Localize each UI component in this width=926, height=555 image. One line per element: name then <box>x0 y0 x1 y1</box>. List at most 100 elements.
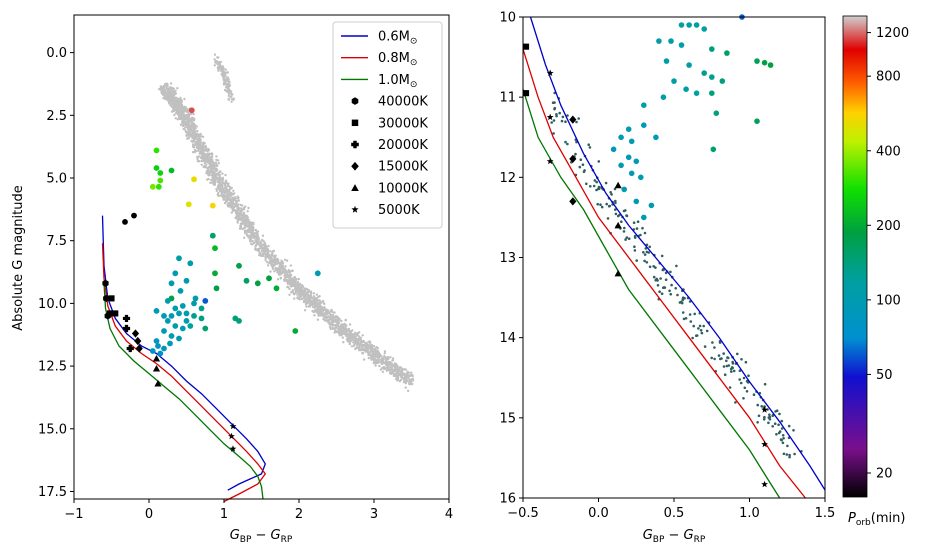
background-star <box>172 90 175 94</box>
background-star <box>187 113 191 116</box>
binary-system-point <box>187 260 194 267</box>
background-star <box>329 321 333 325</box>
binary-system-point <box>183 318 190 324</box>
binary-system-point <box>153 338 160 344</box>
background-star <box>256 240 260 243</box>
background-star <box>288 287 291 291</box>
y-tick-label: 16 <box>499 492 516 507</box>
temperature-marker <box>614 221 622 229</box>
background-star <box>793 452 796 456</box>
background-star <box>389 356 392 359</box>
cooling-track <box>522 89 781 499</box>
background-star <box>555 114 558 118</box>
background-star <box>272 256 276 259</box>
binary-system-point <box>641 122 647 128</box>
background-star <box>337 321 341 325</box>
background-star <box>605 202 608 206</box>
legend: 0.6M⊙0.8M⊙1.0M⊙40000K30000K20000K15000K1… <box>332 21 443 229</box>
background-star <box>205 153 208 157</box>
background-star <box>788 455 791 459</box>
background-star <box>386 355 390 359</box>
background-star <box>194 134 197 137</box>
background-star <box>229 206 233 209</box>
background-star <box>675 264 678 268</box>
background-star <box>340 331 343 334</box>
binary-system-point <box>153 308 160 314</box>
temperature-marker <box>761 480 768 488</box>
background-star <box>264 250 267 253</box>
background-star <box>785 453 789 456</box>
background-star <box>173 113 176 117</box>
x-tick-label: 0 <box>145 507 153 522</box>
background-star <box>381 370 385 373</box>
temperature-marker <box>131 329 140 338</box>
background-star <box>378 364 381 368</box>
background-star <box>184 126 187 129</box>
background-star <box>681 311 685 314</box>
temperature-marker <box>569 197 577 206</box>
background-star <box>230 211 233 214</box>
background-star <box>223 79 227 83</box>
background-star <box>334 329 337 332</box>
background-star <box>245 224 248 227</box>
background-star <box>261 238 264 242</box>
left-panel: −1 0 1 2 3 4 0.0 2.5 5.0 7.5 10.0 12.5 15.0 17.5 GBP… <box>11 14 453 545</box>
background-star <box>313 306 316 309</box>
background-star <box>215 158 218 162</box>
background-star <box>245 217 248 220</box>
background-star <box>220 189 223 193</box>
background-star <box>297 289 301 293</box>
background-star <box>179 112 182 116</box>
background-star <box>257 249 260 253</box>
background-star <box>222 193 225 197</box>
background-star <box>389 368 392 372</box>
binary-system-point <box>641 214 647 221</box>
background-star <box>354 335 357 338</box>
background-star <box>176 112 180 116</box>
background-star <box>659 277 662 280</box>
background-star <box>388 362 391 365</box>
background-star <box>225 181 228 184</box>
background-star <box>228 202 232 205</box>
background-star <box>348 323 352 326</box>
background-star <box>700 331 704 335</box>
background-star <box>645 250 649 254</box>
binary-system-point <box>761 59 768 66</box>
background-star <box>668 289 671 293</box>
background-star <box>226 183 230 186</box>
background-star <box>599 203 602 206</box>
background-star <box>287 268 290 272</box>
background-star <box>231 209 235 212</box>
background-star <box>343 322 346 326</box>
background-star <box>361 334 364 337</box>
background-star <box>177 109 180 113</box>
background-star <box>711 341 714 344</box>
background-star <box>398 379 402 383</box>
temperature-marker <box>112 310 119 317</box>
background-star <box>734 401 737 404</box>
background-star <box>645 261 649 264</box>
background-star <box>251 236 254 239</box>
binary-system-point <box>187 323 194 329</box>
background-star <box>224 173 227 177</box>
background-star <box>176 103 180 106</box>
y-tick-label: 10 <box>499 11 516 26</box>
background-star <box>787 424 791 428</box>
background-star <box>189 127 193 131</box>
background-star <box>233 205 237 208</box>
background-star <box>248 234 251 237</box>
background-star <box>600 205 604 209</box>
background-star <box>713 357 716 361</box>
background-star <box>346 338 349 341</box>
background-star <box>290 274 293 277</box>
background-star <box>254 228 257 232</box>
background-star <box>186 108 189 111</box>
legend-label: 0.8M⊙ <box>378 51 417 68</box>
background-star <box>289 264 292 267</box>
background-star <box>250 222 253 225</box>
background-star <box>237 199 241 202</box>
background-star <box>268 254 272 258</box>
binary-system-point <box>709 90 715 96</box>
background-star <box>622 230 626 233</box>
background-star <box>334 315 338 318</box>
